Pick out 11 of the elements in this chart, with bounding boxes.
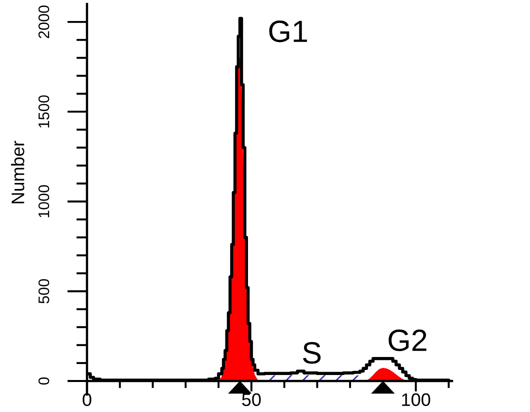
annotation: G1	[269, 20, 307, 42]
y-tick-label: 1000	[38, 185, 50, 218]
x-tick-label: 100	[402, 393, 430, 406]
y-tick-label: 1500	[38, 95, 50, 128]
y-tick-label: 0	[38, 377, 50, 385]
y-axis-title: Number	[11, 140, 24, 204]
annotation: G2	[388, 329, 426, 352]
x-tick-label: 50	[242, 393, 261, 406]
annotation: S	[303, 342, 321, 364]
y-tick-label: 2000	[38, 6, 50, 38]
y-tick-label: 500	[38, 279, 50, 304]
